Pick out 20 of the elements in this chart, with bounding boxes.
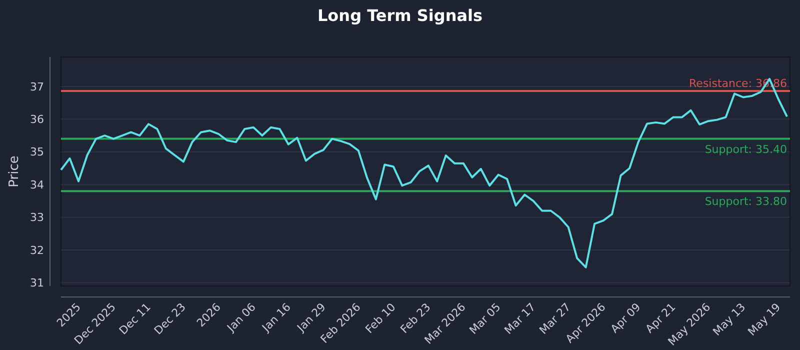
y-tick-label: 36 bbox=[30, 113, 44, 126]
x-tick-label: Dec 11 bbox=[116, 300, 154, 338]
y-tick-label: 37 bbox=[30, 80, 44, 94]
ref-line-label: Support: 33.80 bbox=[704, 195, 787, 208]
y-tick-label: 34 bbox=[30, 178, 44, 192]
line-series bbox=[60, 78, 788, 268]
x-tick-label: Dec 23 bbox=[152, 300, 188, 338]
y-tick-label: 31 bbox=[30, 276, 44, 290]
x-tick-label: Mar 17 bbox=[502, 300, 538, 337]
ref-line-label: Support: 35.40 bbox=[704, 142, 787, 156]
x-tick-label: Jan 06 bbox=[224, 300, 258, 335]
y-tick-label: 32 bbox=[30, 244, 44, 257]
x-tick-label: Apr 09 bbox=[608, 300, 644, 336]
x-tick-label: Jan 16 bbox=[259, 300, 294, 335]
y-axis-title: Price bbox=[7, 156, 22, 188]
x-tick-label: Mar 05 bbox=[466, 300, 504, 337]
y-tick-label: 33 bbox=[30, 211, 44, 224]
y-tick-label: 35 bbox=[30, 146, 44, 159]
chart-title: Long Term Signals bbox=[317, 6, 483, 25]
x-tick-label: Feb 10 bbox=[362, 300, 398, 336]
